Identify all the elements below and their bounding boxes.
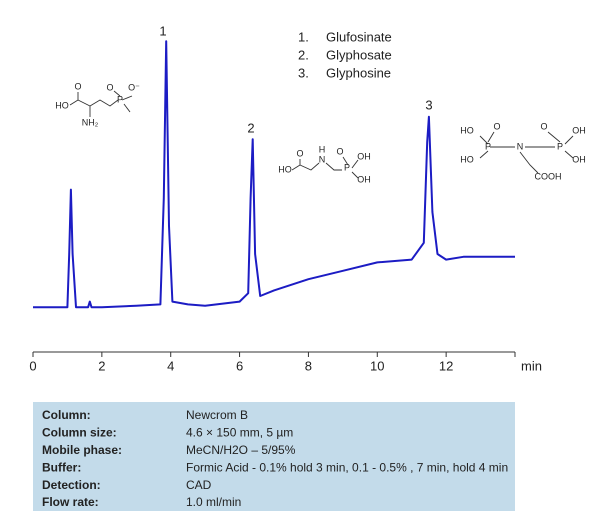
structure-label: COOH bbox=[535, 171, 562, 181]
condition-label: Column: bbox=[42, 408, 91, 422]
x-tick-label: 4 bbox=[167, 358, 174, 373]
condition-label: Buffer: bbox=[42, 460, 81, 474]
peak-label: 1 bbox=[159, 23, 166, 38]
x-tick-label: 8 bbox=[305, 358, 312, 373]
condition-value: CAD bbox=[186, 478, 212, 492]
compound-name: Glyphosate bbox=[326, 47, 392, 62]
structure-label: HO bbox=[460, 125, 474, 135]
structure-label: O bbox=[296, 148, 303, 158]
condition-label: Detection: bbox=[42, 478, 101, 492]
compound-number: 3. bbox=[298, 65, 309, 80]
structure-label: P bbox=[557, 141, 563, 151]
compound-name: Glufosinate bbox=[326, 29, 392, 44]
x-tick-label: 12 bbox=[439, 358, 453, 373]
structure-label: NH₂ bbox=[82, 117, 99, 127]
condition-value: MeCN/H2O – 5/95% bbox=[186, 443, 296, 457]
structure-label: P bbox=[344, 162, 350, 172]
structure-label: HO bbox=[278, 164, 292, 174]
conditions-panel bbox=[33, 402, 515, 511]
x-tick-label: 0 bbox=[29, 358, 36, 373]
trace bbox=[33, 40, 515, 309]
structure-label: O bbox=[106, 82, 113, 92]
compound-name: Glyphosine bbox=[326, 65, 391, 80]
peak-label: 3 bbox=[425, 97, 432, 112]
peak-label: 2 bbox=[247, 120, 254, 135]
structure-label: OH bbox=[572, 125, 586, 135]
structure-label: OH bbox=[357, 151, 371, 161]
condition-value: Formic Acid - 0.1% hold 3 min, 0.1 - 0.5… bbox=[186, 460, 508, 474]
structure-label: O bbox=[74, 81, 81, 91]
x-tick-label: 6 bbox=[236, 358, 243, 373]
compound-number: 2. bbox=[298, 47, 309, 62]
structure-label: H bbox=[319, 144, 326, 154]
structure-label: HO bbox=[460, 154, 474, 164]
structure-label: O bbox=[540, 121, 547, 131]
structure-label: N bbox=[319, 154, 326, 164]
condition-value: Newcrom B bbox=[186, 408, 248, 422]
structure-label: P bbox=[485, 141, 491, 151]
condition-value: 1.0 ml/min bbox=[186, 495, 241, 509]
structure-label: O bbox=[493, 121, 500, 131]
structure-label: OH bbox=[357, 174, 371, 184]
x-tick-label: 2 bbox=[98, 358, 105, 373]
structure-label: O bbox=[336, 146, 343, 156]
condition-value: 4.6 × 150 mm, 5 µm bbox=[186, 426, 293, 440]
structure-bonds bbox=[69, 90, 574, 179]
structure-label: O⁻ bbox=[128, 82, 140, 92]
compound-number: 1. bbox=[298, 29, 309, 44]
x-axis-label: min bbox=[521, 358, 542, 373]
structure-label: HO bbox=[55, 100, 69, 110]
structure-label: N bbox=[517, 141, 524, 151]
condition-label: Flow rate: bbox=[42, 495, 99, 509]
structure-label: OH bbox=[572, 154, 586, 164]
structure-label: P bbox=[117, 94, 123, 104]
condition-label: Column size: bbox=[42, 426, 117, 440]
condition-label: Mobile phase: bbox=[42, 443, 122, 457]
x-tick-label: 10 bbox=[370, 358, 384, 373]
